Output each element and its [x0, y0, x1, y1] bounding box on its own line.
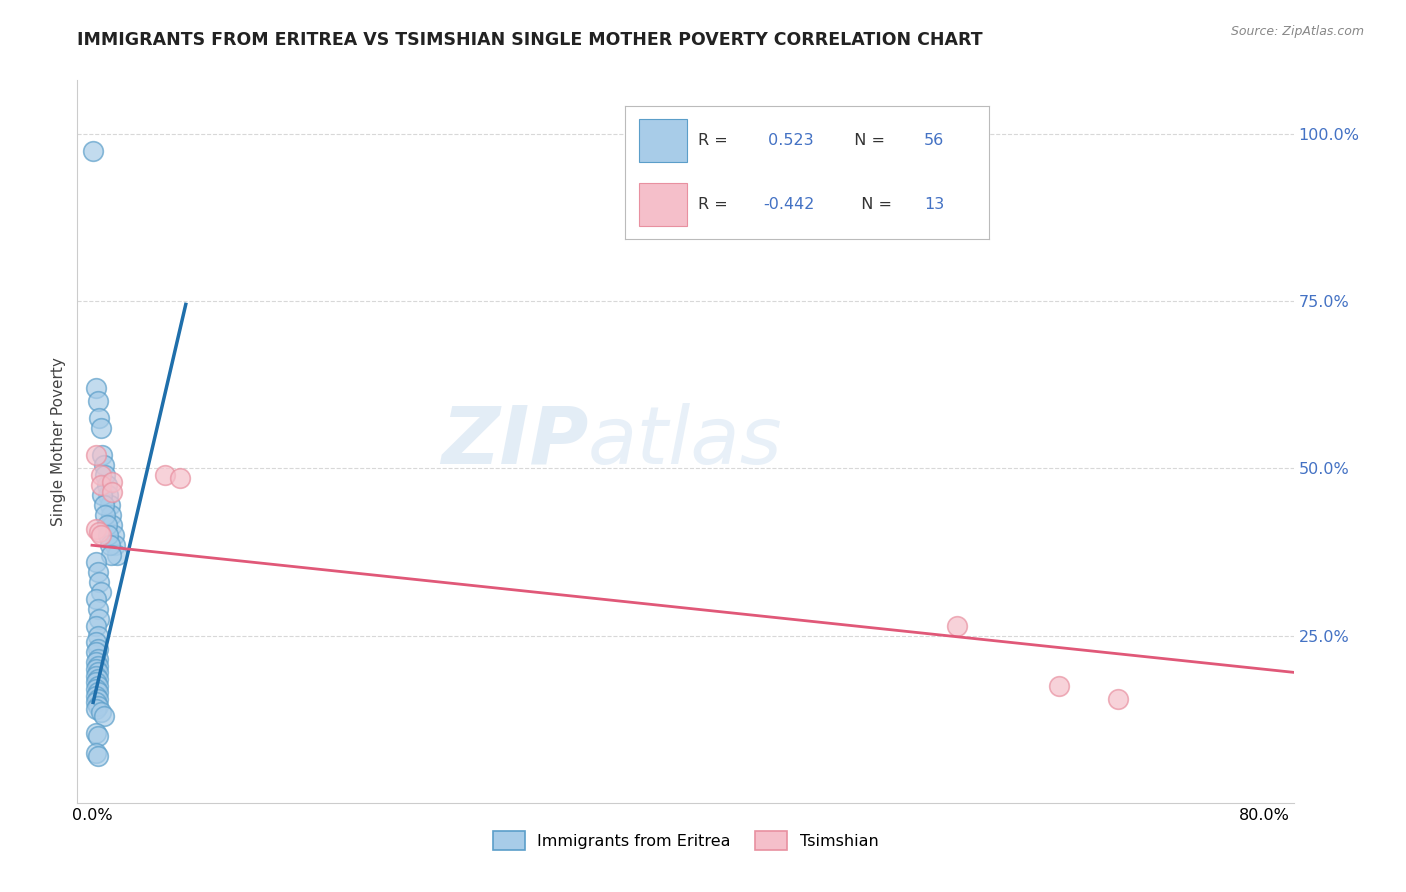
Point: [1107, 692, 1129, 706]
Point: [89, 524, 111, 539]
Point: [87, 394, 110, 409]
Point: [86, 521, 108, 535]
Point: [100, 508, 122, 523]
Point: [86, 655, 108, 669]
Point: [91, 448, 114, 462]
Point: [86, 618, 108, 632]
Point: [89, 612, 111, 626]
Point: [94, 467, 117, 482]
Point: [87, 698, 110, 713]
Point: [96, 478, 118, 492]
Point: [103, 528, 125, 542]
Point: [87, 685, 110, 699]
Point: [87, 692, 110, 706]
Point: [86, 725, 108, 739]
Point: [90, 421, 112, 435]
Point: [93, 708, 115, 723]
Point: [97, 528, 120, 542]
Point: [100, 548, 122, 563]
Point: [87, 679, 110, 693]
Point: [90, 478, 112, 492]
Point: [87, 658, 110, 673]
Point: [93, 458, 115, 472]
Point: [155, 467, 177, 482]
Legend: Immigrants from Eritrea, Tsimshian: Immigrants from Eritrea, Tsimshian: [486, 825, 884, 856]
Point: [1047, 679, 1070, 693]
Point: [86, 669, 108, 683]
Point: [89, 575, 111, 590]
Point: [87, 665, 110, 680]
Point: [90, 528, 112, 542]
Point: [90, 467, 112, 482]
Point: [104, 538, 127, 552]
Point: [82, 144, 104, 158]
Y-axis label: Single Mother Poverty: Single Mother Poverty: [51, 357, 66, 526]
Point: [101, 484, 124, 499]
Point: [87, 628, 110, 642]
Point: [86, 702, 108, 716]
Point: [86, 689, 108, 703]
Point: [87, 565, 110, 579]
Point: [96, 518, 118, 533]
Point: [90, 585, 112, 599]
Text: Source: ZipAtlas.com: Source: ZipAtlas.com: [1230, 25, 1364, 38]
Point: [87, 749, 110, 764]
Point: [86, 681, 108, 696]
Point: [87, 642, 110, 657]
Text: IMMIGRANTS FROM ERITREA VS TSIMSHIAN SINGLE MOTHER POVERTY CORRELATION CHART: IMMIGRANTS FROM ERITREA VS TSIMSHIAN SIN…: [77, 31, 983, 49]
Point: [97, 488, 120, 502]
Point: [98, 498, 121, 512]
Point: [86, 635, 108, 649]
Point: [86, 696, 108, 710]
Point: [93, 498, 115, 512]
Point: [86, 746, 108, 760]
Point: [87, 672, 110, 686]
Point: [87, 652, 110, 666]
Text: ZIP: ZIP: [440, 402, 588, 481]
Point: [86, 555, 108, 569]
Point: [101, 518, 124, 533]
Point: [90, 706, 112, 720]
Point: [89, 411, 111, 425]
Point: [86, 381, 108, 395]
Point: [86, 675, 108, 690]
Point: [87, 602, 110, 616]
Point: [945, 618, 967, 632]
Text: atlas: atlas: [588, 402, 783, 481]
Point: [101, 475, 124, 489]
Point: [105, 548, 128, 563]
Point: [94, 508, 117, 523]
Point: [86, 662, 108, 676]
Point: [169, 471, 191, 485]
Point: [86, 448, 108, 462]
Point: [98, 538, 121, 552]
Point: [87, 729, 110, 743]
Point: [86, 645, 108, 659]
Point: [91, 488, 114, 502]
Point: [86, 591, 108, 606]
